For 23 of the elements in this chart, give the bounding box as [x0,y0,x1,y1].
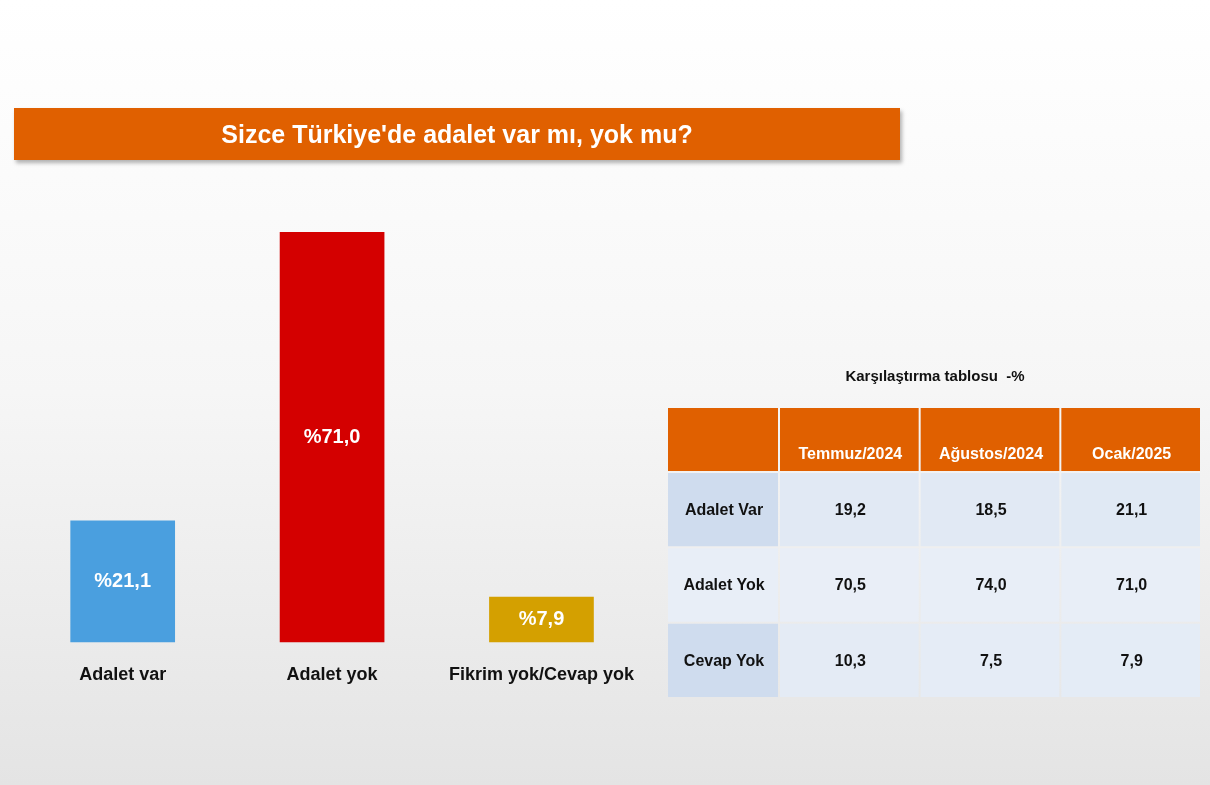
y-tick-label: Cevap Yok [683,651,765,669]
x-tick-label: Fikrim yok/Cevap yok [448,664,635,685]
data-label: %21,1 [94,568,152,591]
data-label: 74,0 [975,576,1007,594]
data-label: 7,5 [979,651,1003,669]
chart-title: Sizce Türkiye'de adalet var mı, yok mu? [14,108,900,160]
data-label: 18,5 [975,501,1007,519]
y-tick-label: Adalet Yok [683,576,765,594]
x-tick-label: Ocak/2025 [1092,445,1172,463]
x-tick-label: Adalet var [79,664,167,685]
x-tick-label: Ağustos/2024 [938,445,1044,463]
data-label: 19,2 [834,501,867,519]
data-label: 21,1 [1116,501,1148,519]
data-label: 7,9 [1120,651,1143,669]
data-label: 71,0 [1116,576,1148,594]
x-tick-label: Temmuz/2024 [798,445,903,463]
data-label: %71,0 [303,424,361,447]
y-tick-label: Adalet Var [684,501,764,519]
chart-title: Karşılaştırma tablosu -% [845,367,1025,385]
data-label: 70,5 [834,576,867,594]
x-tick-label: Adalet yok [286,664,379,685]
data-label: %7,9 [518,607,565,630]
data-label: 10,3 [834,651,867,669]
